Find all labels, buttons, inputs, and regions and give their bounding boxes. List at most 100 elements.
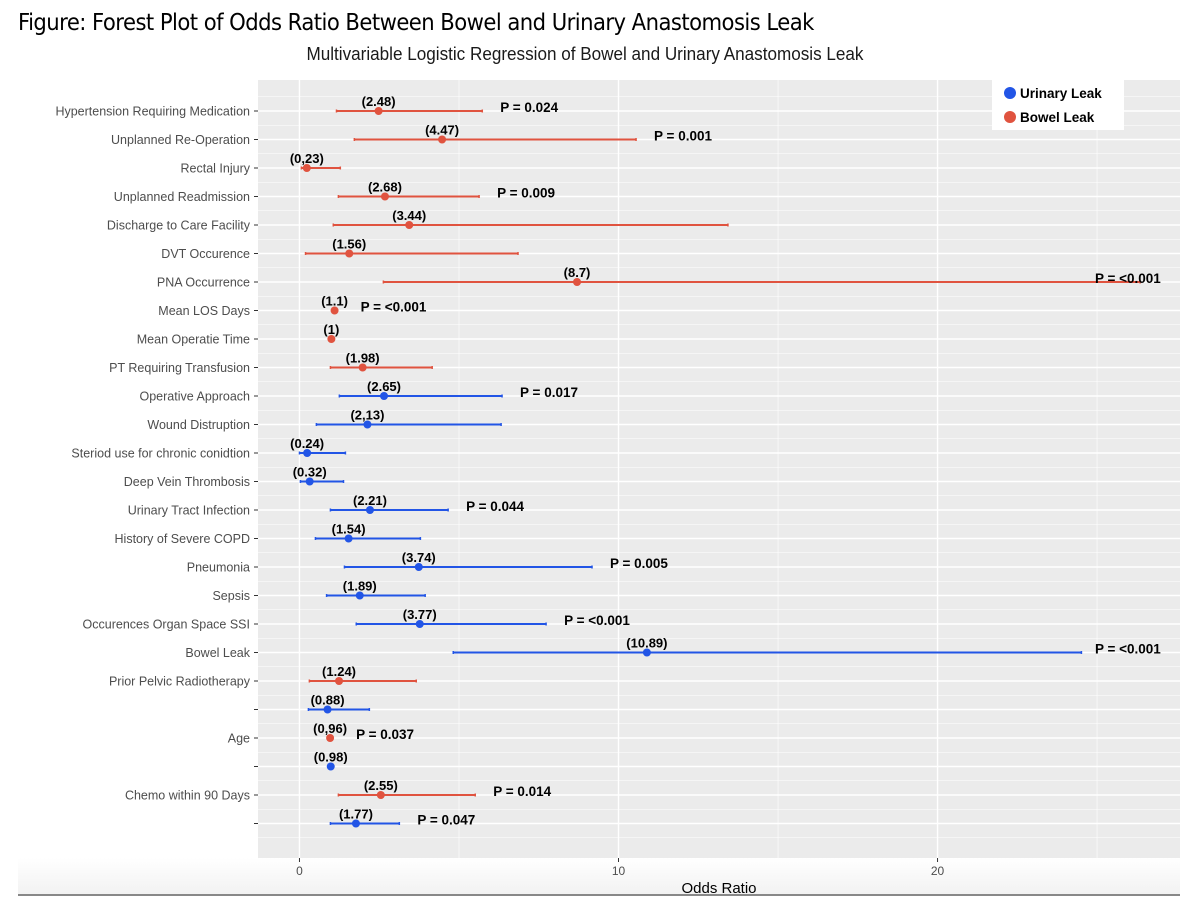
odds-ratio-label: (0.32) <box>293 465 327 480</box>
odds-ratio-label: (2.48) <box>362 94 396 109</box>
p-value-label: P = 0.044 <box>466 499 524 514</box>
p-value-label: P = <0.001 <box>564 613 630 628</box>
odds-ratio-point <box>355 591 364 600</box>
x-tick-label: 0 <box>296 864 303 878</box>
odds-ratio-point <box>335 677 344 685</box>
odds-ratio-point <box>438 135 447 144</box>
forest-row: (2.65) P = 0.017 <box>338 379 578 400</box>
legend-urinary-label: Urinary Leak <box>1020 86 1102 101</box>
odds-ratio-point <box>327 335 336 343</box>
forest-row: (3.74) P = 0.005 <box>343 550 668 571</box>
forest-row: (1.1) P = <0.001 <box>321 294 427 315</box>
odds-ratio-point <box>303 449 312 457</box>
forest-row: (1.77) P = 0.047 <box>329 807 475 828</box>
y-tick-label: Discharge to Care Facility <box>107 219 251 233</box>
odds-ratio-point <box>344 534 353 543</box>
odds-ratio-label: (1.1) <box>321 294 348 309</box>
x-axis-label: Odds Ratio <box>681 880 756 897</box>
y-tick-label: Unplanned Re-Operation <box>111 133 250 147</box>
forest-row: (1.54) <box>314 522 422 543</box>
legend-bowel-label: Bowel Leak <box>1020 110 1095 125</box>
forest-row: (2.48) P = 0.024 <box>335 94 559 115</box>
forest-row: (3.77) P = <0.001 <box>355 607 630 628</box>
odds-ratio-label: (1.77) <box>339 807 373 822</box>
odds-ratio-label: (2.68) <box>368 180 402 195</box>
forest-row: (1) <box>323 322 339 343</box>
forest-row: (8.7) P = <0.001 <box>382 265 1161 286</box>
p-value-label: P = 0.014 <box>493 784 551 799</box>
odds-ratio-label: (3.44) <box>392 208 426 223</box>
odds-ratio-label: (3.74) <box>402 550 436 565</box>
forest-row: (1.89) <box>325 579 426 600</box>
p-value-label: P = 0.037 <box>356 727 414 742</box>
y-tick-label: PNA Occurrence <box>157 276 250 290</box>
odds-ratio-label: (1.24) <box>322 664 356 679</box>
forest-row: (2.21) P = 0.044 <box>329 493 525 514</box>
odds-ratio-label: (2.65) <box>367 379 401 394</box>
chart-title: Multivariable Logistic Regression of Bow… <box>306 44 864 64</box>
forest-row: (2,13) <box>315 408 502 429</box>
forest-row: (0.98) <box>314 750 348 771</box>
p-value-label: P = 0.047 <box>417 813 475 828</box>
forest-row: (10.89) P = <0.001 <box>452 636 1161 657</box>
y-tick-label: Age <box>228 732 250 746</box>
odds-ratio-point <box>374 107 383 115</box>
y-tick-label: Bowel Leak <box>185 646 250 660</box>
odds-ratio-point <box>380 392 389 400</box>
odds-ratio-point <box>330 306 339 315</box>
forest-row: (4.47) P = 0.001 <box>353 123 712 144</box>
forest-row: (1.56) <box>304 237 519 258</box>
odds-ratio-label: (1.54) <box>332 522 366 537</box>
odds-ratio-point <box>415 620 424 628</box>
y-tick-label: Operative Approach <box>140 390 251 404</box>
odds-ratio-label: (10.89) <box>626 636 667 651</box>
x-tick-label: 10 <box>612 864 626 878</box>
odds-ratio-point <box>358 363 367 372</box>
y-tick-label: PT Requiring Transfusion <box>109 361 250 375</box>
forest-row: (2.55) P = 0.014 <box>337 778 552 799</box>
odds-ratio-label: (2,13) <box>350 408 384 423</box>
odds-ratio-point <box>380 192 389 201</box>
y-tick-label: Wound Distruption <box>147 418 250 432</box>
odds-ratio-point <box>405 221 414 229</box>
p-value-label: P = 0.001 <box>654 129 712 144</box>
y-tick-label: Chemo within 90 Days <box>125 789 250 803</box>
odds-ratio-label: (2.21) <box>353 493 387 508</box>
forest-marks: (2.48) P = 0.024 (4.47) P = 0.001 (0,23) (2.6… <box>290 94 1161 828</box>
forest-row: (1.98) <box>329 351 433 372</box>
p-value-label: P = <0.001 <box>1095 642 1161 657</box>
odds-ratio-point <box>351 819 360 828</box>
forest-row: (2.68) P = 0.009 <box>337 180 555 201</box>
odds-ratio-label: (8.7) <box>564 265 591 280</box>
y-tick-label: Hypertension Requiring Medication <box>55 105 250 119</box>
odds-ratio-label: (1) <box>323 322 339 337</box>
y-tick-label: Steriod use for chronic conidtion <box>71 447 250 461</box>
legend-bowel-marker <box>1004 111 1016 123</box>
odds-ratio-point <box>376 791 385 799</box>
plot-panel <box>258 80 1180 858</box>
odds-ratio-label: (0,96) <box>313 721 347 736</box>
forest-row: (0,96) P = 0.037 <box>313 721 414 742</box>
p-value-label: P = 0.005 <box>610 556 668 571</box>
odds-ratio-point <box>345 249 354 258</box>
p-value-label: P = 0.017 <box>520 385 578 400</box>
legend-urinary-marker <box>1004 87 1016 99</box>
odds-ratio-label: (3.77) <box>403 607 437 622</box>
y-tick-label: Mean Operatie Time <box>137 333 250 347</box>
y-axis: Hypertension Requiring Medication Unplann… <box>55 105 258 824</box>
gridlines <box>258 80 1180 858</box>
forest-row: (0.32) <box>293 465 345 486</box>
odds-ratio-label: (1.89) <box>343 579 377 594</box>
odds-ratio-label: (0,23) <box>290 151 324 166</box>
legend: Urinary Leak Bowel Leak <box>992 80 1124 130</box>
odds-ratio-point <box>414 563 423 571</box>
forest-row: (1.24) <box>308 664 417 685</box>
odds-ratio-point <box>305 477 314 486</box>
odds-ratio-point <box>302 164 311 172</box>
legend-background <box>992 80 1124 130</box>
odds-ratio-point <box>573 278 582 286</box>
odds-ratio-label: (0.88) <box>311 693 345 708</box>
y-tick-label: Mean LOS Days <box>158 304 250 318</box>
x-axis: 0 10 20 <box>296 858 945 878</box>
